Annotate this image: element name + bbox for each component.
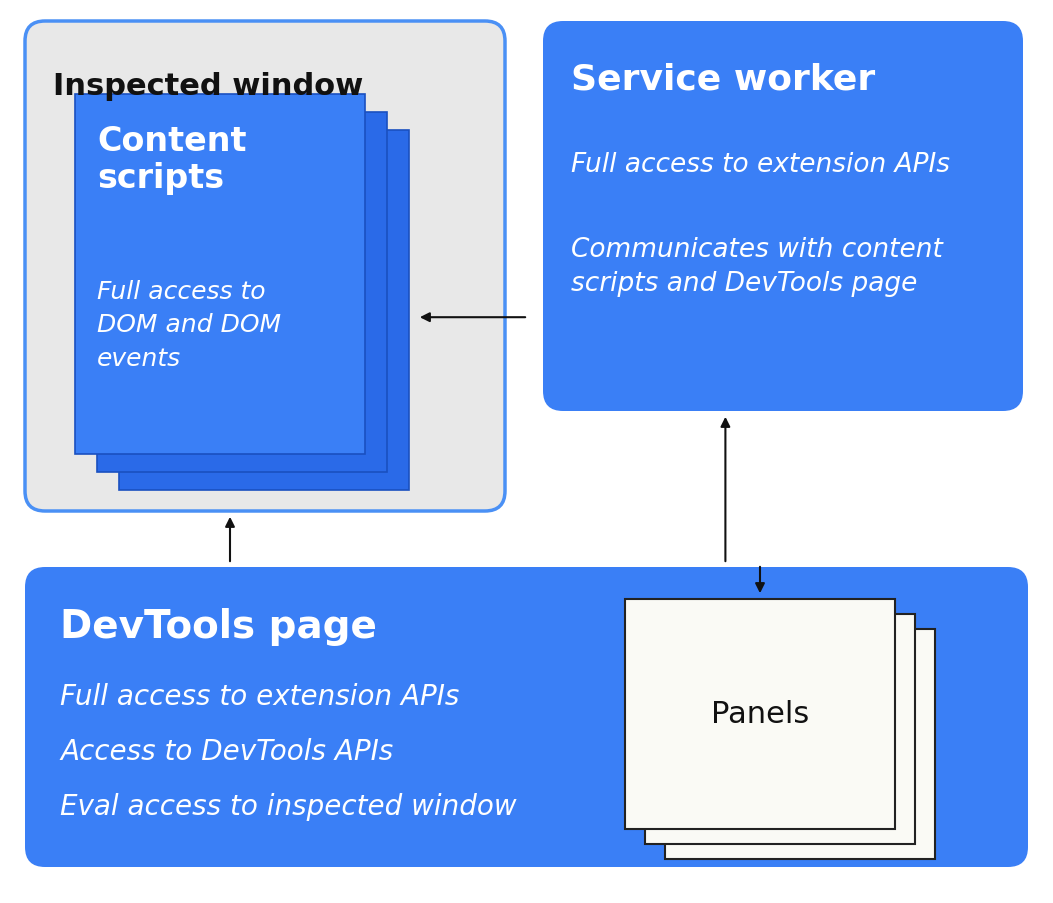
- FancyBboxPatch shape: [25, 22, 505, 511]
- FancyBboxPatch shape: [25, 567, 1028, 867]
- Text: Content
scripts: Content scripts: [97, 125, 246, 195]
- Text: Full access to extension APIs: Full access to extension APIs: [571, 152, 950, 178]
- FancyBboxPatch shape: [97, 113, 388, 472]
- Text: Panels: Panels: [711, 700, 809, 729]
- Text: Full access to
DOM and DOM
events: Full access to DOM and DOM events: [97, 280, 281, 370]
- Text: Inspected window: Inspected window: [53, 72, 363, 101]
- Text: Access to DevTools APIs: Access to DevTools APIs: [60, 737, 393, 765]
- FancyBboxPatch shape: [543, 22, 1024, 412]
- Text: Communicates with content
scripts and DevTools page: Communicates with content scripts and De…: [571, 237, 942, 297]
- FancyBboxPatch shape: [625, 600, 895, 829]
- FancyBboxPatch shape: [665, 629, 935, 859]
- Text: Full access to extension APIs: Full access to extension APIs: [60, 683, 459, 711]
- Text: DevTools page: DevTools page: [60, 608, 377, 646]
- FancyBboxPatch shape: [645, 614, 915, 844]
- FancyBboxPatch shape: [119, 131, 409, 490]
- FancyBboxPatch shape: [75, 95, 365, 454]
- Text: Service worker: Service worker: [571, 62, 875, 96]
- Text: Eval access to inspected window: Eval access to inspected window: [60, 792, 517, 820]
